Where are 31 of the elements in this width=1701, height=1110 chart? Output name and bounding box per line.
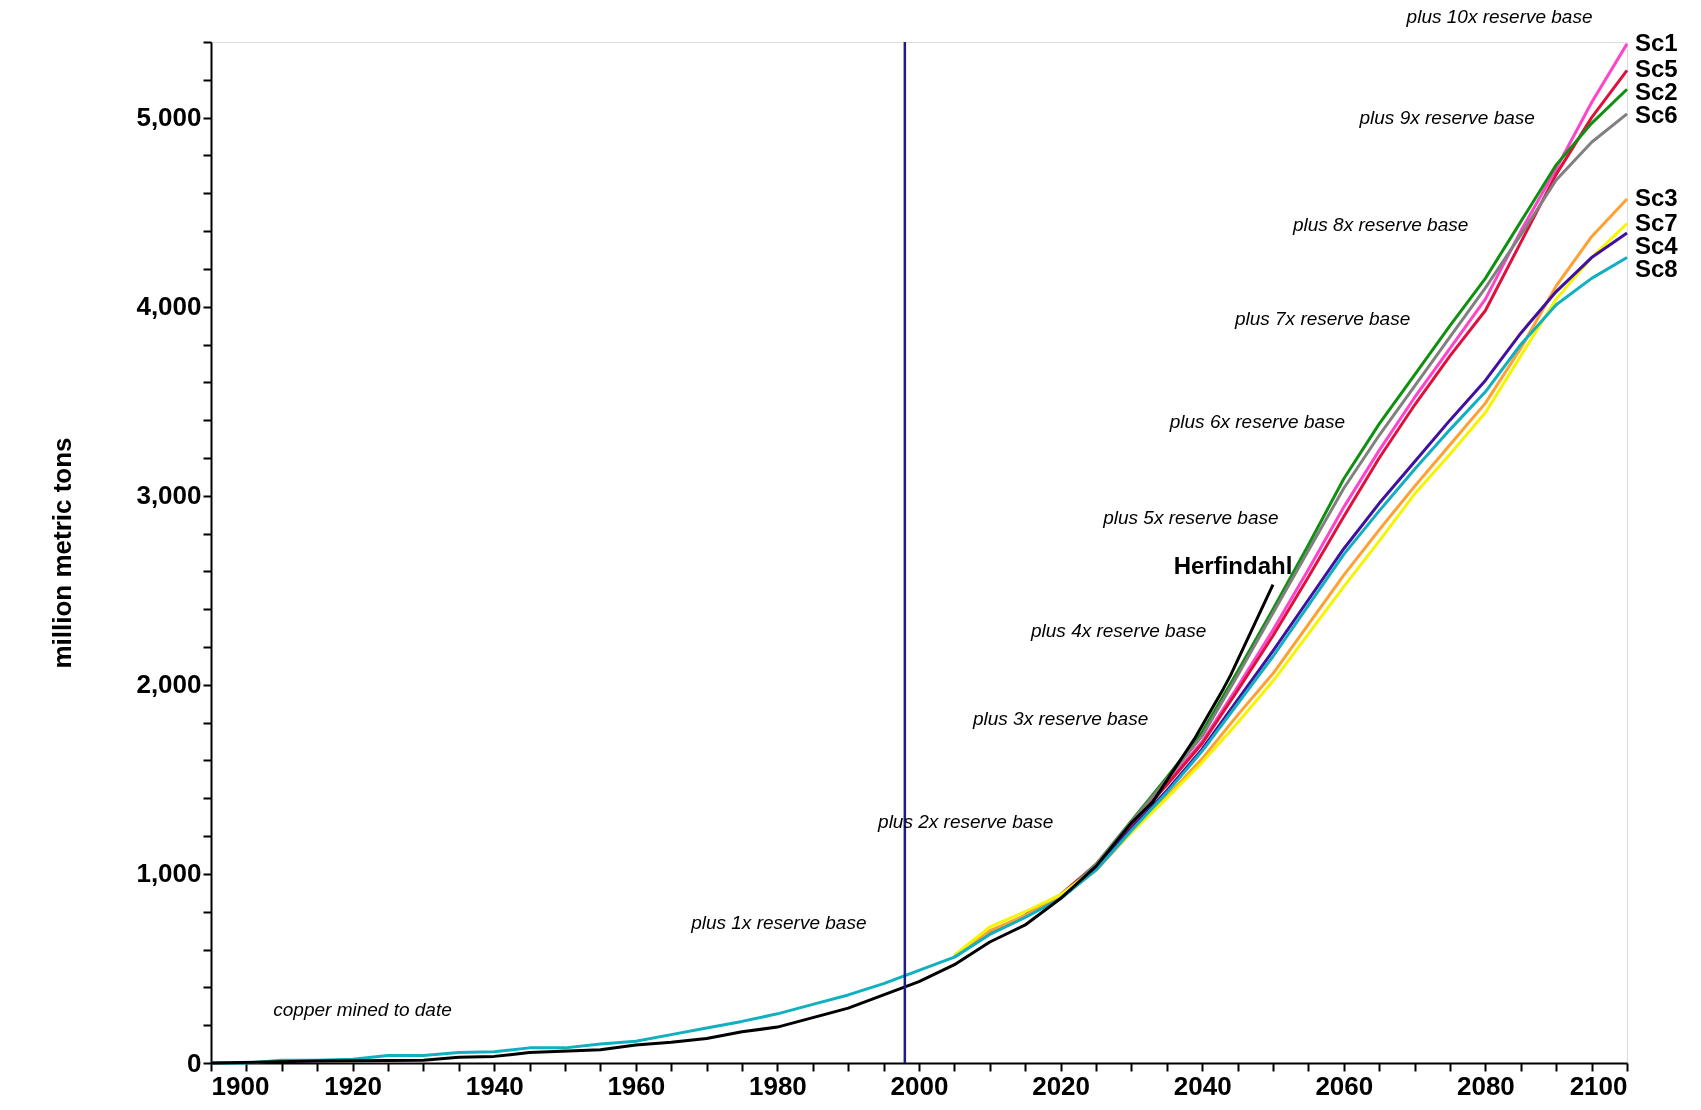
x-tick-label: 2080	[1456, 1070, 1515, 1101]
text: plus 10x reserve base	[1405, 6, 1593, 28]
annotation: copper mined to date	[273, 998, 452, 1020]
x-tick-label: 1960	[607, 1070, 666, 1101]
y-tick-label: 1,000	[136, 858, 202, 889]
annotation: plus 9x reserve base	[1358, 106, 1535, 128]
y-tick-label: 2,000	[136, 669, 202, 700]
y-tick-label: 3,000	[136, 480, 202, 511]
x-tick-label: 1940	[465, 1070, 524, 1101]
y-axis-title: million metric tons	[47, 437, 78, 669]
annotation: plus 4x reserve base	[1029, 620, 1207, 642]
annotation: plus 6x reserve base	[1168, 410, 1346, 432]
x-tick-label: 2060	[1315, 1070, 1374, 1101]
annotation: plus 8x reserve base	[1291, 213, 1469, 235]
annotation: plus 5x reserve base	[1102, 506, 1279, 528]
y-tick-label: 0	[187, 1047, 202, 1078]
x-tick-label: 2020	[1032, 1070, 1091, 1101]
y-tick-label: 5,000	[136, 102, 202, 133]
x-tick-label: 1920	[324, 1070, 383, 1101]
y-tick-label: 4,000	[136, 291, 202, 322]
series-label: Herfindahl	[1173, 551, 1293, 579]
annotation: plus 1x reserve base	[690, 912, 867, 934]
x-tick-label: 2000	[890, 1070, 949, 1101]
annotation: plus 3x reserve base	[971, 707, 1149, 729]
x-tick-label: 2100	[1569, 1070, 1628, 1101]
x-tick-label: 1900	[211, 1070, 270, 1101]
annotation: plus 7x reserve base	[1233, 307, 1411, 329]
x-tick-label: 1980	[748, 1070, 807, 1101]
series-label: Sc3	[1635, 183, 1678, 211]
x-tick-label: 2040	[1173, 1070, 1232, 1101]
series-label: Sc1	[1635, 28, 1678, 56]
